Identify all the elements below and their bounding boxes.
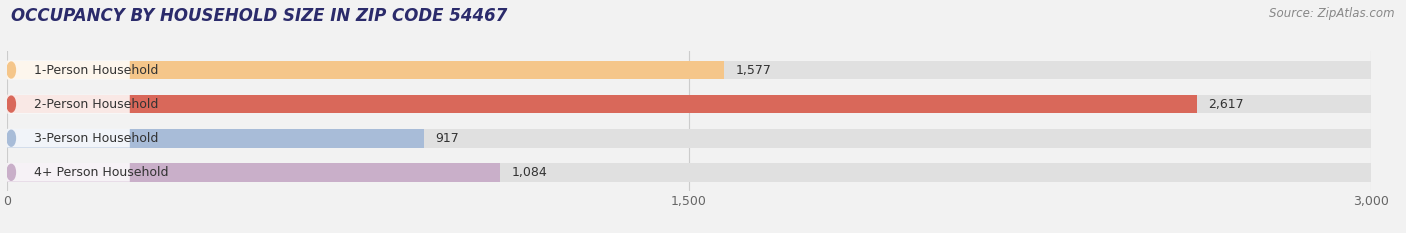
Bar [7,163,1371,182]
FancyBboxPatch shape [7,61,129,79]
Bar [7,95,1371,113]
FancyBboxPatch shape [7,163,129,182]
Text: Source: ZipAtlas.com: Source: ZipAtlas.com [1270,7,1395,20]
Bar [7,129,1371,147]
Bar [7,61,724,79]
FancyBboxPatch shape [7,95,129,113]
Text: 1-Person Household: 1-Person Household [34,64,159,76]
Ellipse shape [7,62,15,78]
Text: 1,577: 1,577 [735,64,770,76]
Text: 4+ Person Household: 4+ Person Household [34,166,169,179]
Bar [7,95,1197,113]
Ellipse shape [7,130,15,146]
Text: 917: 917 [436,132,458,145]
Text: 2-Person Household: 2-Person Household [34,98,159,111]
FancyBboxPatch shape [7,129,129,147]
Bar [7,163,499,182]
Ellipse shape [7,164,15,180]
Text: 3-Person Household: 3-Person Household [34,132,159,145]
Text: 1,084: 1,084 [512,166,547,179]
Text: 2,617: 2,617 [1208,98,1244,111]
Text: OCCUPANCY BY HOUSEHOLD SIZE IN ZIP CODE 54467: OCCUPANCY BY HOUSEHOLD SIZE IN ZIP CODE … [11,7,508,25]
Bar [7,61,1371,79]
Bar [7,129,423,147]
Ellipse shape [7,96,15,112]
